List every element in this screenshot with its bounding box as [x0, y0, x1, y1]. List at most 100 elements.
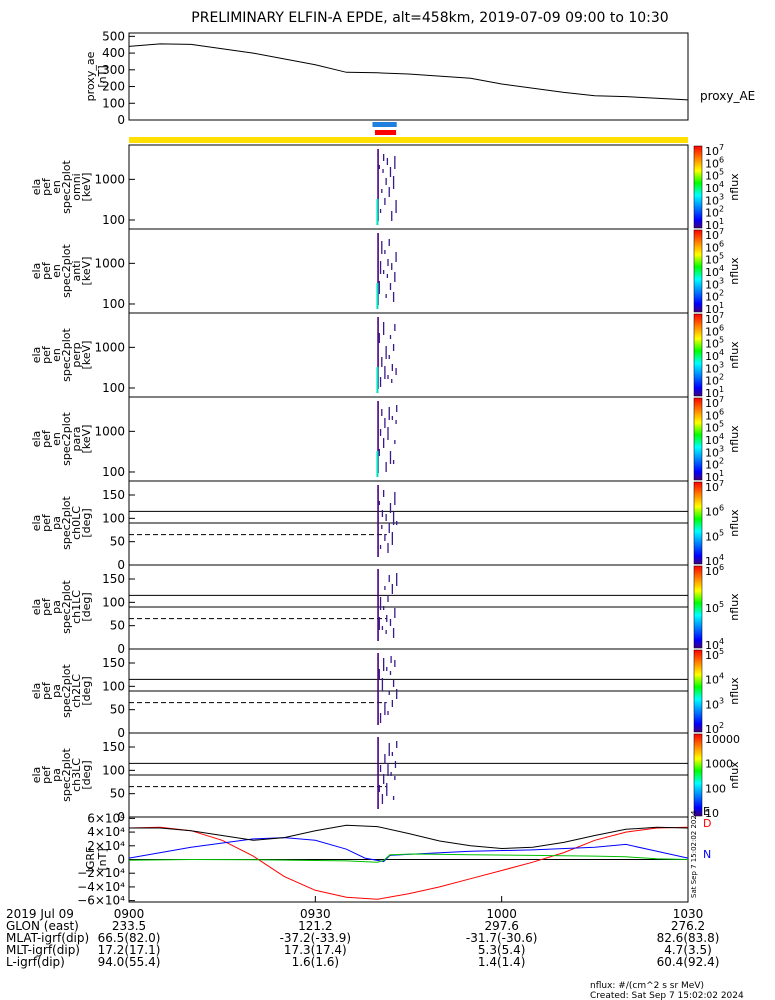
pa-ch0-ytick-label: 0: [117, 558, 125, 572]
spec-anti-colorbar-tick: 102: [705, 289, 724, 304]
spec-omni-ytick-label: 100: [102, 213, 125, 227]
ephem-value: 1030: [673, 907, 704, 921]
pa-ch2-ylabel: ch2LC: [70, 674, 83, 708]
spec-anti-ytick-label: 1000: [94, 256, 125, 270]
pa-ch2-ylabel: spec2plot: [60, 664, 73, 718]
pa-ch3-ytick-label: 150: [102, 740, 125, 754]
spec-perp-colorbar: [693, 313, 703, 397]
spec-perp-ylabel: [keV]: [80, 341, 93, 370]
spec-omni-frame: [128, 144, 689, 230]
proxy_ae-ytick-label: 300: [102, 63, 125, 77]
pa-ch3-colorbar-tick: 100: [705, 782, 726, 795]
spec-omni-ytick-label: 1000: [94, 172, 125, 186]
igrf-ytick-label: −4×10⁴: [77, 880, 125, 894]
ephem-value: 1.4(1.4): [478, 955, 526, 969]
proxy_ae-series-line: [128, 43, 689, 101]
spec-para-colorbar-tick: 101: [705, 469, 724, 484]
spec-perp-colorbar-tick: 103: [705, 360, 724, 375]
igrf-ylabel: IGRF: [84, 847, 97, 873]
pa-ch0-colorbar-tick: 107: [705, 479, 724, 494]
proxy_ae-ytick-label: 200: [102, 80, 125, 94]
ephem-value: 5.3(5.4): [478, 943, 526, 957]
igrf-legend-D: D: [703, 817, 711, 830]
pa-ch1-ytick-label: 0: [117, 642, 125, 656]
spec-para-colorbar-tick: 104: [705, 432, 724, 447]
pa-ch2-colorbar-tick: 102: [705, 721, 724, 736]
pa-ch3-ylabel: pa: [50, 768, 63, 782]
spec-para-ylabel: spec2plot: [60, 412, 73, 466]
spec-perp-ylabel: perp: [70, 342, 83, 367]
ephem-value: 1000: [486, 907, 517, 921]
igrf-ytick-label: 6×10⁴: [87, 811, 125, 825]
spec-para-colorbar-tick: 105: [705, 420, 724, 435]
pa-ch0-colorbar-tick: 106: [705, 504, 724, 519]
spec-perp-colorbar-tick: 106: [705, 323, 724, 338]
status-bar-yellow: [129, 137, 688, 143]
pa-ch0-ylabel: spec2plot: [60, 496, 73, 550]
spec-omni-ylabel: ela: [30, 179, 43, 196]
spec-para-colorbar: [693, 397, 703, 481]
spec-omni-colorbar-tick: 106: [705, 155, 724, 170]
spec-perp-ylabel: spec2plot: [60, 328, 73, 382]
spec-anti-ylabel: [keV]: [80, 257, 93, 286]
igrf-series-line: [129, 824, 689, 850]
igrf-ytick-label: 4×10⁴: [87, 825, 125, 839]
ephem-value: 4.7(3.5): [664, 943, 712, 957]
igrf-series-line: [128, 826, 689, 900]
ephem-value: 1.6(1.6): [292, 955, 340, 969]
proxy_ae-ytick-label: 0: [117, 113, 125, 127]
ephem-row-label: GLON (east): [6, 919, 79, 933]
spec-omni-colorbar-tick: 102: [705, 205, 724, 220]
igrf-legend-N: N: [703, 848, 711, 861]
spec-omni-colorbar-tick: 107: [705, 143, 724, 158]
spec-perp-ytick-label: 100: [102, 381, 125, 395]
spec-para-ylabel: [keV]: [80, 425, 93, 454]
pa-ch3-colorbar-tick: 1000: [705, 758, 733, 771]
pa-ch1-colorbar-label: nflux: [728, 593, 741, 621]
ephem-row-label: L-igrf(dip): [6, 955, 65, 969]
spec-anti-colorbar: [693, 229, 703, 313]
pa-ch1-ylabel: ch1LC: [70, 590, 83, 624]
igrf-ytick-label: −6×10⁴: [77, 894, 125, 908]
pa-ch3-ytick-label: 0: [117, 810, 125, 824]
igrf-legend-E: E: [703, 805, 710, 818]
spec-para-ylabel: para: [70, 427, 83, 452]
pa-ch2-ytick-label: 150: [102, 656, 125, 670]
spec-omni-colorbar: [693, 145, 703, 229]
flux-units-note: nflux: #/(cm^2 s sr MeV): [590, 981, 704, 991]
spec-para-ylabel: ela: [30, 431, 43, 448]
ephem-value: 17.3(17.4): [284, 943, 347, 957]
pa-ch3-ylabel: ch3LC: [70, 758, 83, 792]
pa-ch2-ylabel: ela: [30, 683, 43, 700]
ephem-row-label: 2019 Jul 09: [6, 907, 74, 921]
pa-ch0-ylabel: [deg]: [80, 508, 93, 537]
panels-group: proxy_ae [nT]5004003002001000proxy_AEelap…: [30, 29, 755, 907]
igrf-series-line: [128, 853, 689, 863]
spec-perp-colorbar-tick: 101: [705, 385, 724, 400]
spec-omni-ylabel: pef: [40, 177, 53, 196]
igrf-ytick-label: −2×10⁴: [77, 866, 125, 880]
pa-ch1-ytick-label: 150: [102, 572, 125, 586]
ephem-value: 17.2(17.1): [98, 943, 161, 957]
pa-ch2-colorbar-tick: 104: [705, 672, 724, 687]
spec-para-colorbar-tick: 102: [705, 457, 724, 472]
pa-ch0-ylabel: pef: [40, 513, 53, 532]
pa-ch1-ylabel: ela: [30, 599, 43, 616]
spec-anti-colorbar-tick: 101: [705, 301, 724, 316]
pa-ch2-ylabel: [deg]: [80, 676, 93, 705]
pa-ch1-colorbar-tick: 105: [705, 600, 724, 615]
spec-anti-colorbar-label: nflux: [728, 257, 741, 285]
pa-ch0-colorbar-tick: 105: [705, 528, 724, 543]
spec-perp-ytick-label: 1000: [94, 340, 125, 354]
pa-ch0-colorbar-tick: 104: [705, 553, 724, 568]
proxy_ae-ytick-label: 500: [102, 29, 125, 43]
pa-ch0-ylabel: pa: [50, 516, 63, 530]
spec-perp-colorbar-tick: 102: [705, 373, 724, 388]
ephem-value: 0900: [114, 907, 145, 921]
science-zone-bar-red: [374, 130, 397, 135]
spec-omni-colorbar-label: nflux: [728, 173, 741, 201]
spec-anti-ylabel: pef: [40, 261, 53, 280]
spec-anti-colorbar-tick: 107: [705, 227, 724, 242]
spec-omni-colorbar-tick: 104: [705, 180, 724, 195]
